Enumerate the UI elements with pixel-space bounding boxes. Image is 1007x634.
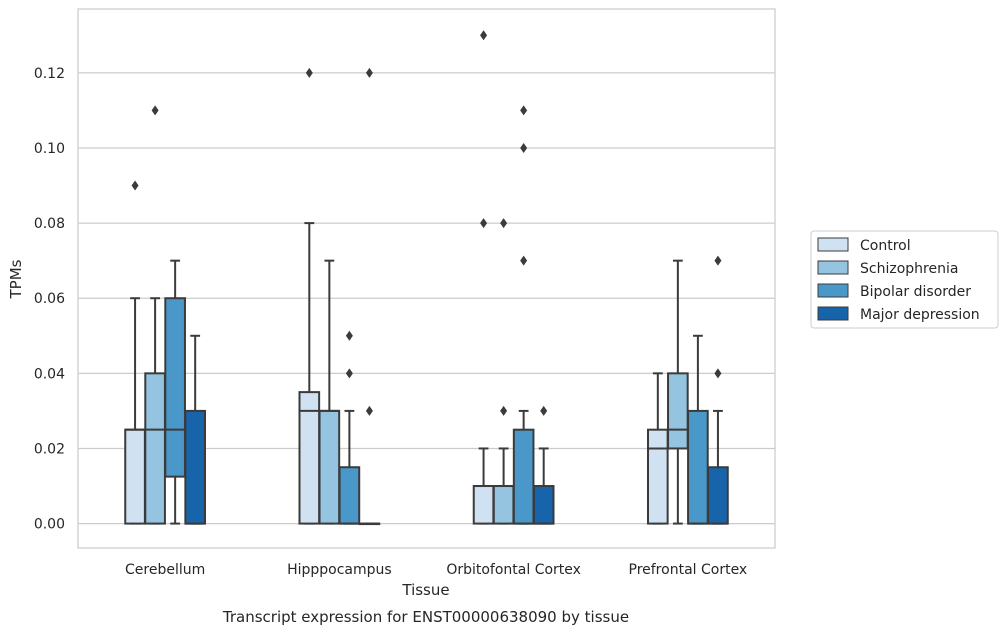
box-iqr xyxy=(667,372,689,450)
box-iqr xyxy=(492,485,515,525)
y-tick-label: 0.06 xyxy=(34,291,65,307)
box-iqr xyxy=(687,409,709,525)
outlier-point xyxy=(345,330,353,341)
box-2-2 xyxy=(512,105,535,525)
box-1-0 xyxy=(298,67,321,525)
box-iqr xyxy=(707,466,729,525)
box-iqr xyxy=(338,466,361,525)
legend-swatch xyxy=(817,306,849,321)
box-iqr xyxy=(512,428,535,525)
box-3-3 xyxy=(707,255,729,525)
outlier-point xyxy=(500,405,508,416)
box-3-0 xyxy=(646,372,669,525)
outlier-point xyxy=(345,368,353,379)
box-iqr xyxy=(124,428,146,525)
y-tick-label: 0.04 xyxy=(34,366,65,382)
box-0-1 xyxy=(144,105,166,525)
outlier-point xyxy=(520,142,528,153)
box-1-1 xyxy=(318,259,341,525)
x-tick-labels: Cerebellum Hipppocampus Orbitofontal Corte… xyxy=(125,562,747,578)
x-tick-label: Orbitofontal Cortex xyxy=(446,562,581,578)
box-iqr xyxy=(532,485,555,525)
outlier-point xyxy=(131,180,139,191)
outlier-point xyxy=(365,405,373,416)
box-iqr xyxy=(472,485,495,525)
x-tick-label: Cerebellum xyxy=(125,562,205,578)
outlier-point xyxy=(520,255,528,266)
outlier-point xyxy=(151,105,159,116)
outlier-point xyxy=(500,218,508,229)
box-iqr xyxy=(164,297,186,478)
box-0-3 xyxy=(184,334,207,525)
y-tick-label: 0.08 xyxy=(34,216,65,232)
box-0-2 xyxy=(164,259,186,525)
box-1-2 xyxy=(338,330,361,525)
x-tick-label: Hipppocampus xyxy=(287,562,392,578)
box-2-3 xyxy=(532,405,555,525)
legend-swatch xyxy=(817,283,849,298)
outlier-point xyxy=(714,368,722,379)
box-series xyxy=(124,30,729,526)
box-3-1 xyxy=(667,259,689,525)
legend-swatch xyxy=(817,260,849,275)
plot-area-frame xyxy=(77,8,776,549)
y-tick-labels: 0.00 0.02 0.04 0.06 0.08 0.10 0.12 xyxy=(34,66,65,533)
box-iqr xyxy=(318,409,341,525)
box-0-0 xyxy=(124,180,146,525)
legend-label: Control xyxy=(860,238,911,254)
y-tick-label: 0.02 xyxy=(34,441,65,457)
box-2-0 xyxy=(472,30,495,525)
y-tick-label: 0.00 xyxy=(34,517,65,533)
x-tick-label: Prefrontal Cortex xyxy=(629,562,748,578)
box-3-2 xyxy=(687,334,709,525)
box-iqr xyxy=(646,428,669,525)
outlier-point xyxy=(714,255,722,266)
outlier-point xyxy=(365,67,373,78)
y-axis-label: TPMs xyxy=(7,259,25,299)
outlier-point xyxy=(480,30,488,41)
y-tick-label: 0.12 xyxy=(34,66,65,82)
outlier-point xyxy=(540,405,548,416)
box-2-1 xyxy=(492,218,515,525)
outlier-point xyxy=(480,218,488,229)
box-iqr xyxy=(144,372,166,525)
y-tick-label: 0.10 xyxy=(34,141,65,157)
legend-label: Bipolar disorder xyxy=(860,284,971,300)
legend-swatch xyxy=(817,237,849,252)
box-1-3 xyxy=(358,67,381,526)
box-iqr xyxy=(184,409,207,525)
outlier-point xyxy=(520,105,528,116)
legend-label: Schizophrenia xyxy=(860,261,958,277)
x-axis-label: Tissue xyxy=(401,581,449,599)
legend-frame xyxy=(810,230,999,329)
outlier-point xyxy=(305,67,313,78)
legend-label: Major depression xyxy=(860,307,980,323)
legend: Control Schizophrenia Bipolar disorder Majo… xyxy=(810,230,999,329)
chart-caption: Transcript expression for ENST0000063809… xyxy=(222,608,629,626)
